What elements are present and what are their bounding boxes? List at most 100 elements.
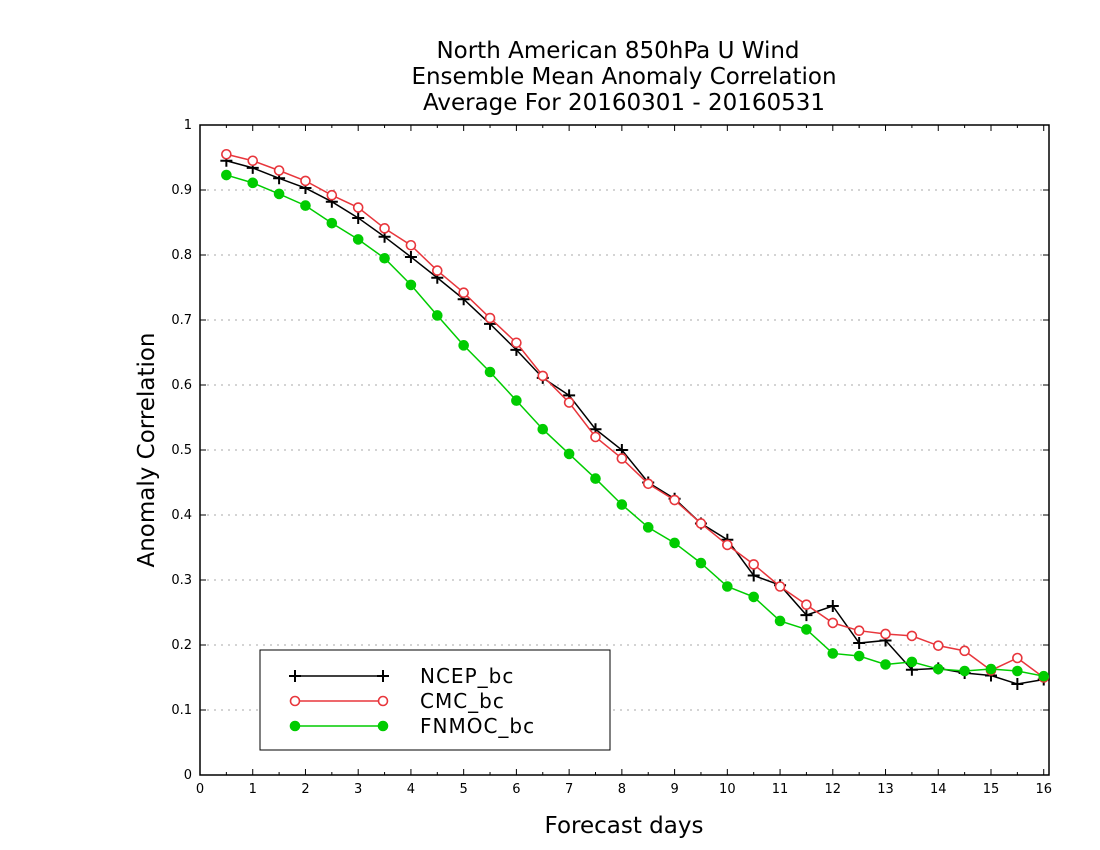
- data-point-cmc-bc: [695, 518, 707, 529]
- data-point-fnmoc-bc: [511, 395, 522, 406]
- data-point-fnmoc-bc: [221, 169, 232, 181]
- data-point-ncep-bc: [853, 637, 866, 650]
- data-point-ncep-bc: [404, 250, 417, 263]
- data-point-cmc-bc: [431, 265, 443, 276]
- y-tick-label: 0.1: [171, 703, 192, 718]
- legend-box: [259, 649, 611, 751]
- series-fnmoc-bc: [221, 169, 1050, 682]
- data-point-cmc-bc: [722, 539, 733, 551]
- x-tick-label: 15: [983, 782, 1000, 797]
- data-point-fnmoc-bc: [590, 473, 601, 484]
- data-point-fnmoc-bc: [985, 663, 997, 675]
- legend-marker-cmc-bc: [289, 695, 301, 707]
- x-tick-label: 12: [825, 782, 842, 797]
- title-line-1: North American 850hPa U Wind: [436, 38, 799, 64]
- data-point-fnmoc-bc: [484, 366, 496, 378]
- data-point-cmc-bc: [669, 494, 680, 506]
- x-tick-label: 9: [670, 782, 678, 797]
- x-tick-label: 1: [249, 782, 257, 797]
- data-point-cmc-bc: [748, 559, 759, 570]
- data-point-cmc-bc: [880, 628, 891, 640]
- data-point-ncep-bc: [747, 569, 760, 582]
- chart-title: North American 850hPa U Wind Ensemble Me…: [411, 38, 836, 116]
- y-tick-label: 0.8: [171, 248, 192, 263]
- data-point-fnmoc-bc: [748, 591, 759, 603]
- y-tick-label: 0.7: [171, 313, 192, 328]
- data-point-fnmoc-bc: [273, 188, 285, 200]
- data-point-cmc-bc: [853, 625, 865, 637]
- data-point-fnmoc-bc: [537, 423, 549, 435]
- data-point-fnmoc-bc: [405, 279, 417, 291]
- legend-marker-fnmoc-bc: [377, 720, 389, 732]
- series-group: [220, 148, 1050, 690]
- legend-marker-ncep-bc: [289, 670, 301, 682]
- legend-item-cmc-bc: CMC_bc: [289, 689, 505, 713]
- data-point-fnmoc-bc: [827, 648, 839, 659]
- data-point-fnmoc-bc: [669, 537, 680, 549]
- x-tick-label: 5: [460, 782, 468, 797]
- data-point-cmc-bc: [801, 599, 812, 611]
- x-tick-label: 10: [719, 782, 736, 797]
- legend-marker-fnmoc-bc: [289, 720, 301, 732]
- data-point-fnmoc-bc: [801, 624, 812, 635]
- axis-ticks: 00.10.20.30.40.50.60.70.80.910 1 2 3 4 5 6 7 8 9 1…: [171, 118, 1052, 797]
- x-axis-label: Forecast days: [545, 813, 704, 839]
- data-point-fnmoc-bc: [906, 656, 918, 668]
- y-axis-label: Anomaly Correlation: [134, 332, 160, 567]
- data-point-ncep-bc: [352, 211, 365, 224]
- y-tick-label: 0.6: [171, 378, 192, 393]
- y-tick-label: 1: [184, 118, 192, 133]
- y-tick-label: 0.4: [171, 508, 192, 523]
- data-point-fnmoc-bc: [722, 581, 733, 592]
- data-point-fnmoc-bc: [853, 650, 865, 662]
- data-point-cmc-bc: [405, 239, 417, 251]
- x-tick-label: 6: [512, 782, 520, 797]
- data-point-cmc-bc: [484, 312, 496, 324]
- y-tick-label: 0.2: [171, 638, 192, 653]
- y-tick-label: 0.3: [171, 573, 192, 588]
- x-tick-label: 4: [407, 782, 415, 797]
- data-point-cmc-bc: [590, 431, 601, 443]
- legend-item-ncep-bc: NCEP_bc: [289, 664, 513, 688]
- legend-label-cmc-bc: CMC_bc: [420, 689, 505, 713]
- data-point-fnmoc-bc: [300, 200, 311, 211]
- x-tick-label: 8: [618, 782, 626, 797]
- data-point-ncep-bc: [1011, 678, 1024, 690]
- x-tick-label: 0: [196, 782, 204, 797]
- x-tick-label: 7: [565, 782, 573, 797]
- data-point-cmc-bc: [932, 640, 944, 651]
- data-point-fnmoc-bc: [774, 615, 786, 627]
- data-point-cmc-bc: [352, 202, 364, 213]
- data-point-cmc-bc: [300, 175, 311, 187]
- data-point-fnmoc-bc: [563, 448, 575, 460]
- data-point-cmc-bc: [959, 645, 970, 657]
- data-point-fnmoc-bc: [379, 252, 390, 264]
- series-line-cmc-bc: [226, 153, 1045, 679]
- legend-label-fnmoc-bc: FNMOC_bc: [420, 714, 535, 738]
- data-point-cmc-bc: [774, 581, 786, 592]
- data-point-cmc-bc: [221, 148, 232, 160]
- data-point-fnmoc-bc: [458, 340, 469, 351]
- data-point-fnmoc-bc: [247, 177, 259, 189]
- data-point-fnmoc-bc: [959, 665, 970, 677]
- y-tick-label: 0.5: [171, 443, 192, 458]
- data-point-cmc-bc: [906, 630, 918, 642]
- title-line-2: Ensemble Mean Anomaly Correlation: [411, 64, 836, 90]
- legend-marker-ncep-bc: [377, 670, 389, 682]
- series-ncep-bc: [220, 154, 1050, 690]
- data-point-fnmoc-bc: [880, 659, 891, 670]
- data-point-fnmoc-bc: [616, 499, 628, 510]
- data-point-ncep-bc: [800, 609, 813, 622]
- data-point-fnmoc-bc: [352, 234, 364, 245]
- data-point-cmc-bc: [563, 397, 575, 408]
- gridlines: [200, 189, 1049, 711]
- y-tick-label: 0: [184, 768, 192, 783]
- data-point-fnmoc-bc: [1012, 665, 1023, 677]
- data-point-cmc-bc: [326, 189, 338, 201]
- legend-marker-cmc-bc: [377, 695, 389, 707]
- data-point-fnmoc-bc: [1038, 670, 1050, 682]
- series-line-ncep-bc: [226, 160, 1044, 685]
- y-tick-label: 0.9: [171, 183, 192, 198]
- data-point-cmc-bc: [273, 165, 285, 176]
